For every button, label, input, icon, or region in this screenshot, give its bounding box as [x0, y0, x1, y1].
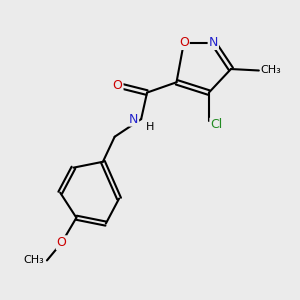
Text: N: N [129, 112, 138, 126]
Text: CH₃: CH₃ [23, 255, 44, 266]
Text: O: O [57, 236, 67, 249]
Text: H: H [146, 122, 154, 132]
Text: CH₃: CH₃ [260, 65, 281, 76]
Text: N: N [208, 36, 218, 49]
Text: O: O [179, 36, 189, 49]
Text: O: O [113, 79, 122, 92]
Text: Cl: Cl [210, 118, 223, 131]
